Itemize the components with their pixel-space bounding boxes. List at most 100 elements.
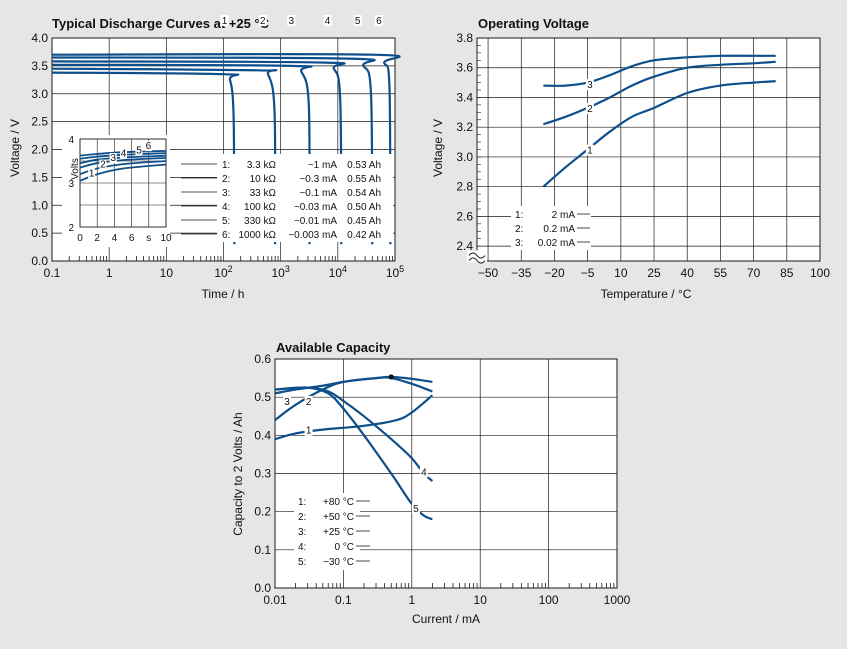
series-label-bg: [283, 395, 292, 407]
inset-x-tick-label: 0: [77, 233, 83, 244]
inset-label-bg: [109, 153, 117, 163]
inset-x-tick-label: 10: [160, 233, 172, 244]
series-2-label: 2: [587, 104, 593, 115]
inset-y-tick-label: 4: [68, 135, 74, 146]
x-tick-label: 25: [647, 266, 661, 280]
discharge-ylabel: Voltage / V: [8, 119, 22, 177]
series-3-line: [51, 63, 313, 245]
y-tick-label: 3.2: [456, 120, 473, 134]
series-label-bg: [419, 466, 428, 478]
x-tick-label: 100: [539, 593, 559, 607]
legend-value: +50 °C: [323, 512, 354, 523]
operating-voltage-chart: Operating Voltage −50 −35 −20 −5 10 25 40 55 70 8…: [431, 16, 830, 301]
legend-number: 5:: [222, 216, 230, 227]
capacity-xlabel: Current / mA: [412, 612, 480, 626]
y-tick-label: 0.3: [254, 467, 271, 481]
x-tick-label: 1: [408, 593, 415, 607]
inset-x-tick-label: 2: [94, 233, 100, 244]
discharge-xlabel: Time / h: [202, 287, 245, 301]
series-label-bg: [258, 15, 267, 27]
legend-resistance: 33 kΩ: [250, 188, 277, 199]
series-1-line: [274, 394, 434, 441]
x-tick-label: 70: [747, 266, 761, 280]
series-label-bg: [585, 144, 594, 156]
legend-capacity: 0.50 Ah: [347, 202, 381, 213]
legend-number: 3:: [298, 527, 306, 538]
inset-series-1-line: [79, 163, 167, 182]
legend-number: 3:: [222, 188, 230, 199]
capacity-chart: Available Capacity 0.01 0.1 1 10 100 1000 0.0 0…: [231, 340, 631, 626]
series-label-bg: [585, 79, 594, 91]
y-tick-label: 1.5: [31, 170, 48, 184]
x-tick-label: 1: [106, 266, 113, 280]
legend-capacity: 0.42 Ah: [347, 230, 381, 241]
series-5-label: 5: [413, 504, 419, 515]
y-tick-label: 3.8: [456, 31, 473, 45]
inset-label-bg: [144, 141, 152, 152]
series-4-label: 4: [421, 468, 427, 479]
legend-value: 0 °C: [334, 542, 354, 553]
y-tick-label: 2.6: [456, 209, 473, 223]
y-tick-label: 3.4: [456, 90, 473, 104]
series-3-label: 3: [288, 16, 294, 27]
series-label-bg: [374, 15, 383, 27]
x-tick-label: −50: [478, 266, 499, 280]
x-tick-label: 104: [329, 264, 347, 280]
legend-current: ~0.3 mA: [299, 174, 337, 185]
plot-frame: [476, 37, 821, 262]
x-tick-label: 0.01: [263, 593, 287, 607]
legend-resistance: 10 kΩ: [250, 174, 277, 185]
x-tick-label: 10: [614, 266, 628, 280]
series-5-line: [274, 386, 433, 521]
y-tick-label: 4.0: [31, 31, 48, 45]
discharge-title: Typical Discharge Curves at +25 °C: [52, 16, 270, 31]
inset-series-6-label: 6: [146, 141, 152, 152]
legend-value: −30 °C: [323, 557, 354, 568]
series-label-bg: [304, 395, 313, 407]
discharge-chart: Typical Discharge Curves at +25 °C 0.1 1 1…: [8, 15, 404, 301]
inset-label-bg: [99, 159, 107, 170]
legend-current: ~1 mA: [308, 160, 338, 171]
series-3-line: [543, 54, 776, 87]
x-tick-label: 55: [714, 266, 728, 280]
inset-x-tick-label: 6: [129, 233, 135, 244]
legend-current: ~0.003 mA: [288, 230, 337, 241]
operating-title: Operating Voltage: [478, 16, 589, 31]
y-tick-label: 0.6: [254, 352, 271, 366]
series-3-label: 3: [284, 397, 290, 408]
series-3-label: 3: [587, 80, 593, 91]
inset-series-1-label: 1: [89, 168, 95, 179]
x-tick-label: −20: [544, 266, 565, 280]
series-4-label: 4: [325, 16, 331, 27]
inset-label-bg: [120, 148, 127, 159]
y-tick-label: 0.0: [254, 581, 271, 595]
series-label-bg: [353, 15, 362, 27]
series-2-label: 2: [260, 16, 266, 27]
y-tick-label: 0.5: [31, 226, 48, 240]
axis-break-mark: [468, 252, 486, 259]
inset-series-3-line: [79, 157, 167, 169]
legend-number: 1:: [515, 210, 523, 221]
legend-current: ~0.1 mA: [299, 188, 337, 199]
series-1-label: 1: [306, 426, 312, 437]
peak-marker: [388, 374, 394, 380]
inset-y-tick-label: 2: [68, 223, 74, 234]
legend-value: 0.2 mA: [543, 224, 575, 235]
legend-number: 4:: [298, 542, 306, 553]
y-tick-label: 3.5: [31, 59, 48, 73]
axis-break-gap: [467, 250, 487, 263]
axis-break-mark: [468, 257, 486, 264]
legend-value: +80 °C: [323, 497, 354, 508]
legend-resistance: 330 kΩ: [244, 216, 276, 227]
plot-frame: [274, 358, 618, 589]
legend-background: [294, 493, 360, 570]
inset-series-5-label: 5: [136, 146, 142, 157]
x-tick-label: 10: [474, 593, 488, 607]
legend-number: 2:: [515, 224, 523, 235]
series-label-bg: [585, 102, 594, 114]
x-tick-label: 40: [681, 266, 695, 280]
legend-resistance: 1000 kΩ: [239, 230, 277, 241]
legend-value: 0.02 mA: [538, 238, 576, 249]
